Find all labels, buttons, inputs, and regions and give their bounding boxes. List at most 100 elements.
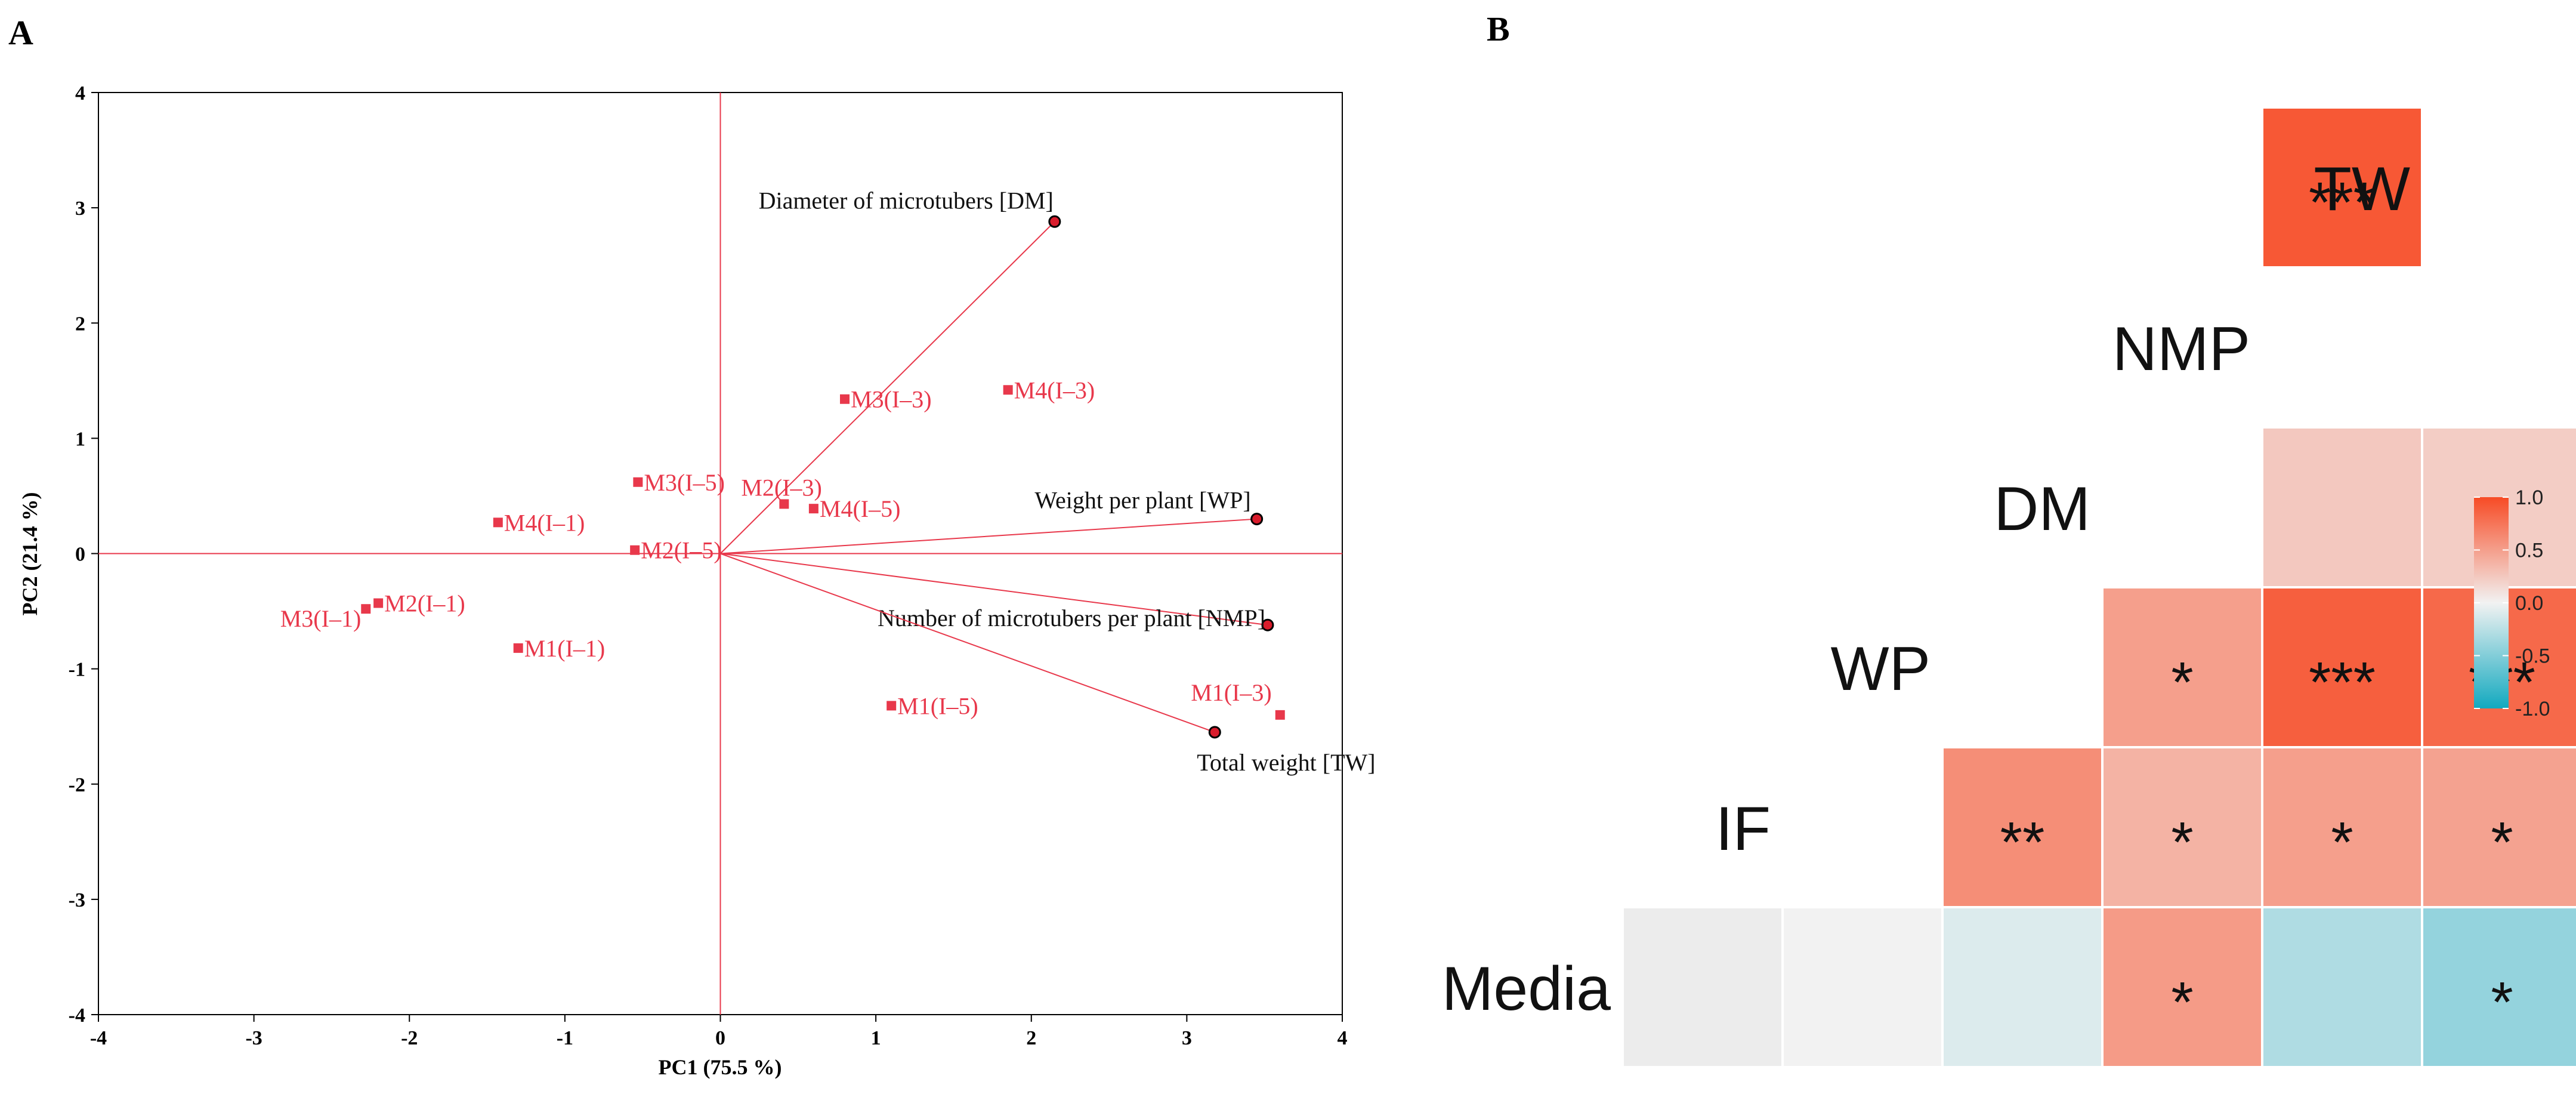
y-axis-title: PC2 (21.4 %) xyxy=(18,492,42,616)
significance-stars: * xyxy=(2171,811,2193,874)
data-point xyxy=(373,598,384,608)
y-tick-label: 4 xyxy=(75,82,85,104)
y-tick-label: -1 xyxy=(69,659,85,681)
heatmap-cell xyxy=(2263,908,2421,1066)
points-layer: M1(I–1) M2(I–1) M3(I–1) M4(I–1) M1(I–3) M2(I–… xyxy=(280,377,1285,720)
loading-vector xyxy=(720,518,1257,554)
data-point xyxy=(808,504,818,514)
point-label: M3(I–3) xyxy=(851,386,932,413)
heatmap-cells: ***************** xyxy=(1624,109,2576,1066)
heatmap-cell xyxy=(2263,429,2421,586)
heatmap-cell xyxy=(2104,908,2261,1066)
y-tick-label: -2 xyxy=(69,774,85,796)
x-tick-label: -3 xyxy=(245,1027,262,1049)
heatmap-cell xyxy=(1784,908,1941,1066)
significance-stars: * xyxy=(2171,970,2193,1034)
significance-stars: * xyxy=(2171,651,2193,714)
point-label: M4(I–5) xyxy=(820,495,901,522)
x-tick-label: 0 xyxy=(715,1027,725,1049)
data-point xyxy=(840,394,850,404)
heatmap-cell xyxy=(1624,908,1781,1066)
loading-endpoint xyxy=(1250,513,1264,526)
significance-stars: ** xyxy=(2000,811,2045,874)
point-label: M1(I–1) xyxy=(524,635,606,662)
colorbar: 1.0 0.5 0.0 -0.5 -1.0 xyxy=(2474,486,2550,720)
y-tick-label: 2 xyxy=(75,313,85,335)
loading-vector xyxy=(719,221,1055,554)
loading-endpoint xyxy=(1208,726,1221,739)
x-tick-label: 4 xyxy=(1338,1027,1348,1049)
y-tick-label: -3 xyxy=(69,889,85,911)
heatmap-cell xyxy=(2263,588,2421,746)
heatmap-cell xyxy=(2104,748,2261,906)
colorbar-tick-label: 0.5 xyxy=(2515,540,2543,562)
point-label: M3(I–5) xyxy=(644,469,725,496)
data-point xyxy=(1003,385,1013,395)
x-tick-label: 3 xyxy=(1182,1027,1192,1049)
loading-lines: Diameter of microtubers [DM] Weight per p… xyxy=(719,187,1376,776)
panel-a-letter: A xyxy=(8,13,33,52)
point-label: M4(I–3) xyxy=(1014,377,1095,403)
variable-label: DM xyxy=(1994,474,2090,544)
point-label: M2(I–1) xyxy=(384,590,465,617)
variable-label: NMP xyxy=(2112,315,2250,384)
loading-label: Number of microtubers per plant [NMP] xyxy=(878,605,1265,631)
axes-layer: -4 -3 -2 -1 0 1 2 3 4 4 3 2 1 0 -1 -2 -3 -4 xyxy=(69,82,1348,1049)
heatmap-cell xyxy=(1944,908,2101,1066)
loading-vector xyxy=(720,553,1268,626)
variable-label: Media xyxy=(1442,954,1611,1024)
data-point xyxy=(887,701,897,711)
x-tick-label: -2 xyxy=(401,1027,418,1049)
variable-label: IF xyxy=(1716,794,1771,864)
loading-label: Total weight [TW] xyxy=(1197,749,1375,776)
variable-label: TW xyxy=(2314,155,2410,224)
loading-label: Diameter of microtubers [DM] xyxy=(759,187,1054,214)
loading-endpoint xyxy=(1261,618,1274,631)
significance-stars: * xyxy=(2331,811,2353,874)
loading-vector xyxy=(720,553,1215,733)
colorbar-tick-label: -0.5 xyxy=(2515,645,2550,668)
x-tick-label: -4 xyxy=(90,1027,107,1049)
heatmap-cell xyxy=(2423,748,2576,906)
colorbar-tick-label: 1.0 xyxy=(2515,486,2543,509)
y-tick-label: 1 xyxy=(75,428,85,450)
colorbar-tick-label: 0.0 xyxy=(2515,592,2543,615)
loading-endpoint xyxy=(1048,215,1061,228)
data-point xyxy=(513,643,523,653)
y-tick-label: 0 xyxy=(75,544,85,566)
heatmap-cell xyxy=(2263,748,2421,906)
x-tick-label: 2 xyxy=(1026,1027,1036,1049)
x-tick-label: 1 xyxy=(871,1027,881,1049)
point-label: M1(I–3) xyxy=(1191,679,1272,706)
significance-stars: * xyxy=(2491,970,2513,1034)
point-label: M3(I–1) xyxy=(280,605,362,632)
y-tick-label: 3 xyxy=(75,198,85,220)
loading-label: Weight per plant [WP] xyxy=(1034,487,1250,514)
colorbar-ticks: 1.0 0.5 0.0 -0.5 -1.0 xyxy=(2474,486,2550,720)
significance-stars: *** xyxy=(2309,651,2376,714)
significance-stars: * xyxy=(2491,811,2513,874)
data-point xyxy=(361,604,371,614)
point-label: M4(I–1) xyxy=(504,509,585,536)
point-label: M2(I–5) xyxy=(641,537,722,564)
data-point xyxy=(633,477,643,487)
variable-label: WP xyxy=(1830,634,1931,704)
significance-stars: *** xyxy=(2309,171,2376,235)
data-point xyxy=(493,517,503,528)
x-axis-title: PC1 (75.5 %) xyxy=(659,1055,782,1079)
colorbar-tick-label: -1.0 xyxy=(2515,698,2550,720)
data-point xyxy=(630,545,640,555)
data-point xyxy=(1275,710,1285,720)
heatmap-cell xyxy=(2104,588,2261,746)
heatmap-cell xyxy=(1944,748,2101,906)
heatmap-cell xyxy=(2423,908,2576,1066)
panel-b-letter: B xyxy=(1487,10,1510,48)
x-tick-label: -1 xyxy=(557,1027,573,1049)
point-label: M2(I–3) xyxy=(741,474,822,501)
variable-labels: Media IF WP DM NMP TW xyxy=(1442,155,2410,1024)
y-tick-label: -4 xyxy=(69,1004,85,1027)
heatmap-cell xyxy=(2263,109,2421,266)
data-point xyxy=(779,499,789,509)
